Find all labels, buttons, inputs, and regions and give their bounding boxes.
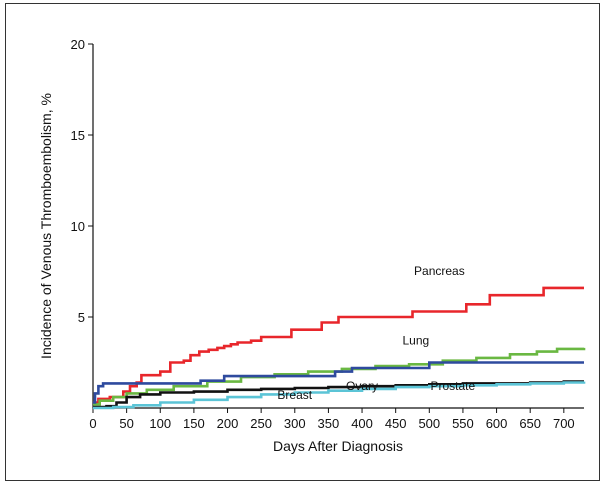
x-tick-label: 500 xyxy=(418,416,440,431)
x-tick-label: 700 xyxy=(553,416,575,431)
annotation-prostate: Prostate xyxy=(430,379,475,393)
y-tick-label: 20 xyxy=(71,37,85,52)
series-line-breast xyxy=(93,381,586,410)
x-tick-label: 550 xyxy=(452,416,474,431)
series-line-ovary xyxy=(93,361,584,404)
x-tick-label: 200 xyxy=(217,416,239,431)
y-tick-label: 10 xyxy=(71,219,85,234)
series-line-lung xyxy=(93,347,586,406)
axes: 0 50 100 150 200 250 300 350 400 450 500 550 600 650 7… xyxy=(71,37,584,431)
series-layer xyxy=(93,286,586,410)
y-tick-label: 15 xyxy=(71,128,85,143)
series-line-prostate xyxy=(93,380,584,409)
x-tick-label: 450 xyxy=(385,416,407,431)
x-tick-label: 100 xyxy=(149,416,171,431)
annotation-breast: Breast xyxy=(277,388,312,402)
x-tick-label: 650 xyxy=(519,416,541,431)
annotation-lung: Lung xyxy=(402,333,429,347)
annotation-pancreas: Pancreas xyxy=(414,264,465,278)
series-line-pancreas xyxy=(93,286,584,404)
x-tick-label: 250 xyxy=(250,416,272,431)
x-tick-label: 350 xyxy=(318,416,340,431)
x-tick-label: 600 xyxy=(486,416,508,431)
y-tick-label: 5 xyxy=(78,310,85,325)
x-axis-label: Days After Diagnosis xyxy=(273,438,403,454)
x-tick-label: 50 xyxy=(119,416,133,431)
x-tick-label: 400 xyxy=(351,416,373,431)
x-tick-label: 150 xyxy=(183,416,205,431)
annotation-ovary: Ovary xyxy=(346,379,378,393)
x-tick-label: 300 xyxy=(284,416,306,431)
annotation-layer: Pancreas Lung Ovary Prostate Breast xyxy=(277,264,475,402)
x-tick-label: 0 xyxy=(89,416,96,431)
y-axis-label: Incidence of Venous Thromboembolism, % xyxy=(38,93,54,359)
